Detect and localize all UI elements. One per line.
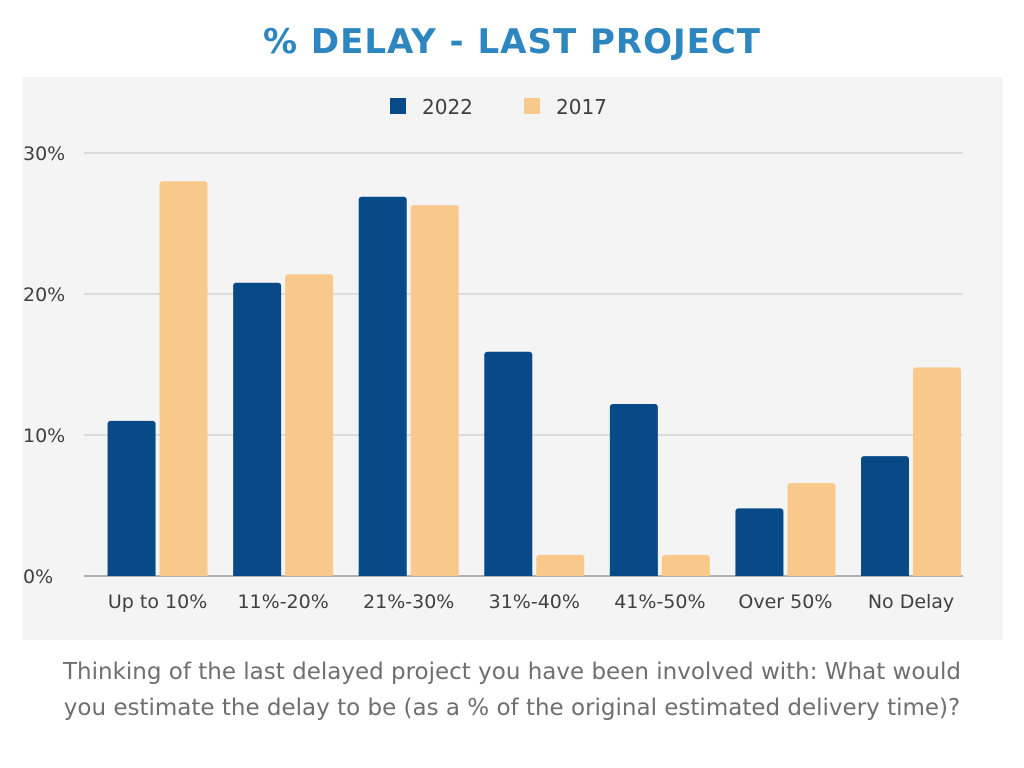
bar-2017 <box>787 482 836 576</box>
bar-2017-base <box>410 572 459 576</box>
x-tick-label: 21%-30% <box>363 591 454 613</box>
bar-2022-base <box>107 572 156 576</box>
chart-title: % DELAY - LAST PROJECT <box>263 22 761 62</box>
bar-2022 <box>233 282 282 576</box>
bar-chart: 0% 10% 20% 30% Up to 10% 11%-20% 21%-30% 31%-40… <box>23 95 963 613</box>
bar-2022 <box>609 403 658 576</box>
bar-2022-base <box>484 572 533 576</box>
bar-2017-base <box>536 572 585 576</box>
bar-2017 <box>410 205 459 577</box>
bar-2022-base <box>735 572 784 576</box>
legend-swatch-2017 <box>524 98 540 114</box>
bar-2017-base <box>285 572 334 576</box>
bar-2022-base <box>609 572 658 576</box>
y-tick-label: 10% <box>23 425 65 447</box>
bar-2022-base <box>861 572 909 576</box>
legend-label-2017: 2017 <box>556 95 607 119</box>
y-tick-label: 30% <box>23 143 65 165</box>
legend-label-2022: 2022 <box>422 95 473 119</box>
bar-2022 <box>735 508 784 576</box>
chart-caption: Thinking of the last delayed project you… <box>62 659 962 721</box>
bar-2022 <box>484 351 533 576</box>
x-tick-label: 11%-20% <box>237 591 328 613</box>
x-tick-label: 41%-50% <box>614 591 705 613</box>
x-tick-label: Over 50% <box>738 591 832 613</box>
x-tick-label: No Delay <box>868 591 954 613</box>
x-tick-label: 31%-40% <box>489 591 580 613</box>
bar-2017 <box>661 554 710 576</box>
bar-2022 <box>107 420 156 576</box>
bar-2017-base <box>159 572 208 576</box>
x-tick-label: Up to 10% <box>108 591 207 613</box>
bar-2017 <box>536 554 585 576</box>
bar-2022 <box>358 196 407 576</box>
bar-2017-base <box>787 572 836 576</box>
bar-2017-base <box>661 572 710 576</box>
bar-2017-base <box>913 572 961 576</box>
bar-2017 <box>913 367 961 576</box>
bar-2017 <box>159 181 208 576</box>
y-tick-label: 0% <box>23 566 53 588</box>
legend-swatch-2022 <box>390 98 406 114</box>
chart-panel: 0% 10% 20% 30% Up to 10% 11%-20% 21%-30% 31%-40… <box>23 77 1003 640</box>
bar-2017 <box>285 274 334 576</box>
bar-2022-base <box>233 572 282 576</box>
bar-2022-base <box>358 572 407 576</box>
y-tick-label: 20% <box>23 284 65 306</box>
bar-2022 <box>861 456 909 576</box>
